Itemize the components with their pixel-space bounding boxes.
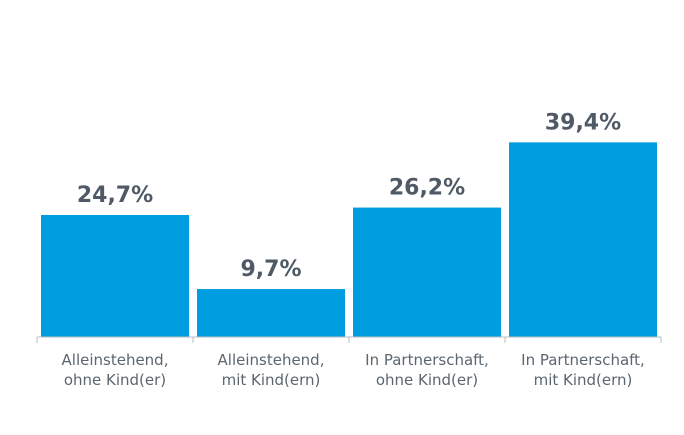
category-label: In Partnerschaft, bbox=[365, 351, 489, 369]
bar-value-label: 26,2% bbox=[389, 176, 465, 201]
category-labels-group: Alleinstehend, ohne Kind(er) Alleinstehend… bbox=[62, 351, 645, 389]
bar bbox=[41, 214, 189, 337]
category-label: mit Kind(ern) bbox=[222, 371, 321, 389]
category-label: ohne Kind(er) bbox=[64, 371, 166, 389]
bars-group bbox=[41, 142, 657, 337]
bar bbox=[353, 207, 501, 337]
bar-value-label: 9,7% bbox=[240, 257, 301, 282]
category-label: Alleinstehend, bbox=[218, 351, 325, 369]
value-labels-group: 24,7% 9,7% 26,2% 39,4% bbox=[77, 110, 621, 282]
category-label: In Partnerschaft, bbox=[521, 351, 645, 369]
bar-value-label: 39,4% bbox=[545, 110, 621, 135]
category-label: Alleinstehend, bbox=[62, 351, 169, 369]
bar-value-label: 24,7% bbox=[77, 183, 153, 208]
bar bbox=[509, 142, 657, 337]
category-label: ohne Kind(er) bbox=[376, 371, 478, 389]
bar bbox=[197, 289, 345, 337]
category-label: mit Kind(ern) bbox=[534, 371, 633, 389]
x-axis bbox=[36, 336, 662, 343]
